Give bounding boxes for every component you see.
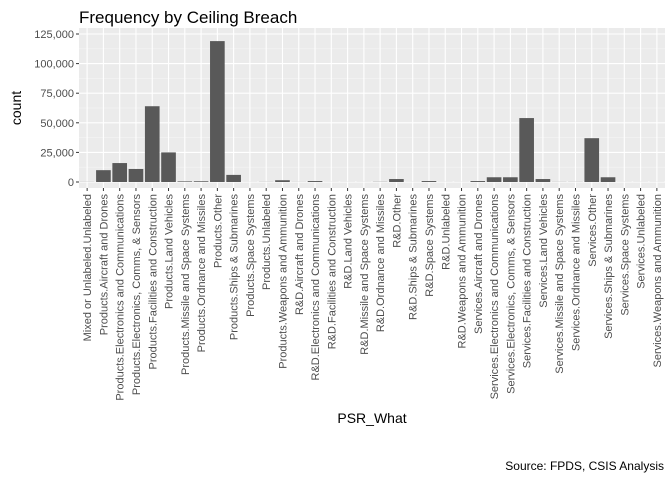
y-axis-ticks: 0 25,000 50,000 75,000 100,000 125,000 [34, 29, 79, 189]
x-tick-label: R&D.Missile and Space Systems [359, 194, 371, 355]
bar [177, 181, 193, 182]
x-tick-label: Products.Aircraft and Drones [98, 194, 110, 336]
x-tick-label: Services.Land Vehicles [538, 194, 550, 308]
x-tick-label: R&D.Ordnance and Missiles [375, 194, 387, 333]
bar [161, 152, 176, 182]
x-tick-label: Services.Other [587, 194, 599, 267]
bar [519, 118, 534, 182]
bar [144, 106, 160, 182]
bar [193, 181, 209, 182]
x-tick-label: Services.Electronics, Comms, & Sensors [505, 194, 517, 394]
x-tick-label: Services.Aircraft and Drones [473, 194, 485, 334]
x-tick-label: Products.Other [212, 194, 224, 268]
x-tick-label: Services.Electronics and Communications [489, 194, 501, 400]
x-axis-ticks: Mixed or Unlabeled.Unlabeled Products.Air… [82, 188, 664, 401]
x-tick-label: Services.Ordnance and Missiles [570, 194, 582, 352]
x-tick-label: Services.Weapons and Ammunition [652, 194, 664, 367]
x-tick-label: Products.Electronics, Comms, & Sensors [131, 194, 143, 396]
bar [421, 181, 437, 182]
bar [128, 168, 144, 182]
x-tick-label: R&D.Land Vehicles [343, 194, 355, 289]
x-tick-label: R&D.Space Systems [424, 194, 436, 297]
bar [275, 180, 290, 182]
x-tick-label: R&D.Other [391, 194, 403, 248]
x-tick-label: Services.Space Systems [619, 194, 631, 316]
bar [112, 163, 128, 182]
y-tick-label: 0 [68, 177, 74, 189]
x-tick-label: Mixed or Unlabeled.Unlabeled [82, 194, 94, 341]
x-tick-label: Products.Ships & Submarines [229, 194, 241, 341]
x-tick-label: R&D.Electronics and Communications [310, 194, 322, 381]
bar [96, 170, 111, 182]
x-tick-label: R&D.Weapons and Ammunition [457, 194, 469, 349]
x-tick-label: Products.Ordnance and Missiles [196, 194, 208, 353]
x-tick-label: Products.Space Systems [245, 194, 257, 317]
x-tick-label: R&D.Ships & Submarines [408, 194, 420, 320]
bar [226, 174, 241, 182]
y-tick-label: 25,000 [40, 147, 74, 159]
x-tick-label: Products.Missile and Space Systems [180, 194, 192, 375]
x-axis-title: PSR_What [337, 410, 406, 426]
x-tick-label: R&D.Facilities and Construction [326, 194, 338, 349]
bar [470, 181, 486, 182]
x-tick-label: Products.Facilities and Construction [147, 194, 159, 369]
bars [79, 41, 665, 182]
x-tick-label: Products.Weapons and Ammunition [277, 194, 289, 369]
bar [584, 138, 600, 182]
y-tick-label: 75,000 [40, 88, 74, 100]
bar [503, 177, 518, 182]
x-tick-label: Products.Land Vehicles [164, 194, 176, 309]
bar [535, 179, 551, 182]
bar [210, 41, 225, 182]
x-tick-label: Products.Electronics and Communications [115, 194, 127, 401]
x-tick-label: Products.Unlabeled [261, 194, 273, 290]
bar [307, 181, 323, 182]
x-tick-label: R&D.Unlabeled [440, 194, 452, 270]
x-tick-label: Services.Unlabeled [636, 194, 648, 289]
bar [389, 179, 404, 182]
bar [600, 177, 616, 182]
chart-caption: Source: FPDS, CSIS Analysis [505, 459, 664, 473]
y-tick-label: 50,000 [40, 118, 74, 130]
chart-title: Frequency by Ceiling Breach [79, 8, 297, 27]
x-tick-label: Services.Ships & Submarines [603, 194, 615, 339]
x-tick-label: Services.Facilities and Construction [522, 194, 534, 368]
y-axis-title: count [8, 91, 24, 125]
y-tick-label: 125,000 [34, 29, 74, 41]
bar [486, 177, 502, 182]
x-tick-label: R&D.Aircraft and Drones [294, 194, 306, 316]
y-tick-label: 100,000 [34, 59, 74, 71]
x-tick-label: Services.Missile and Space Systems [554, 194, 566, 374]
